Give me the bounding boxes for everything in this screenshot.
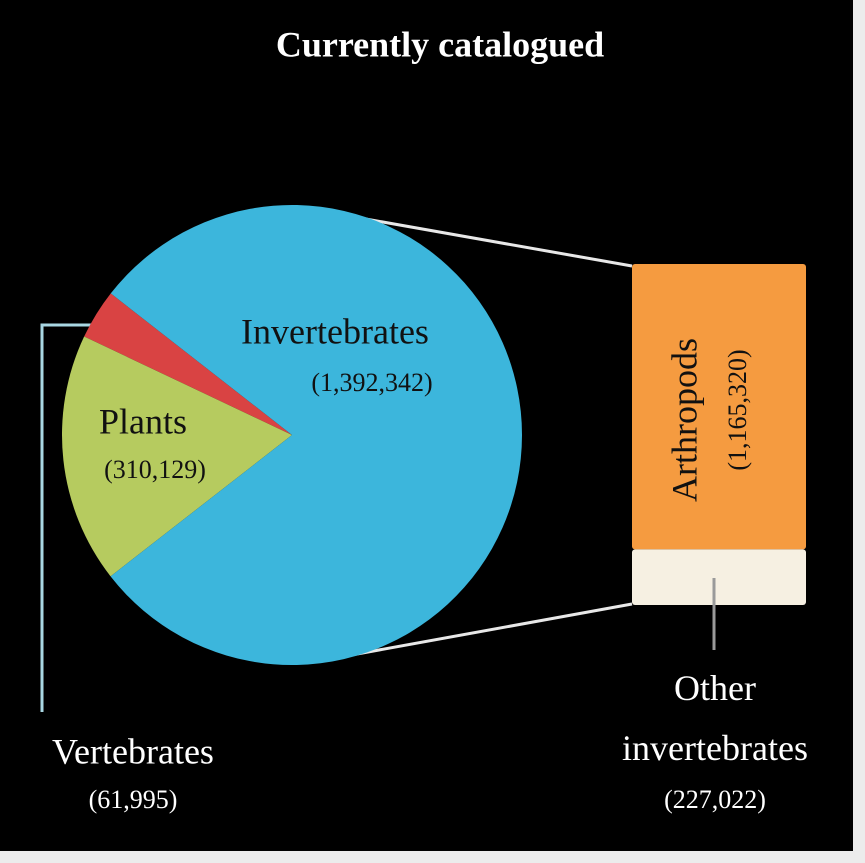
slice-label: Vertebrates	[52, 731, 214, 771]
segment-value: (227,022)	[664, 785, 766, 814]
slice-value: (1,392,342)	[311, 368, 432, 397]
slice-value: (310,129)	[104, 455, 206, 484]
slice-label: Plants	[99, 401, 187, 441]
segment-value: (1,165,320)	[723, 349, 752, 470]
segment-label: Arthropods	[664, 338, 704, 502]
pie-slice	[61, 336, 293, 577]
segment-label: Other invertebrates	[622, 668, 808, 768]
pie-slice	[110, 205, 523, 665]
slice-value: (61,995)	[89, 785, 178, 814]
breakdown-segment	[632, 549, 806, 605]
breakdown-segment	[632, 264, 806, 550]
pie-slice	[84, 293, 292, 435]
connector-line	[359, 216, 633, 268]
connector-line	[334, 602, 633, 660]
chart-title: Currently catalogued	[276, 24, 604, 64]
slice-label: Invertebrates	[241, 311, 429, 351]
